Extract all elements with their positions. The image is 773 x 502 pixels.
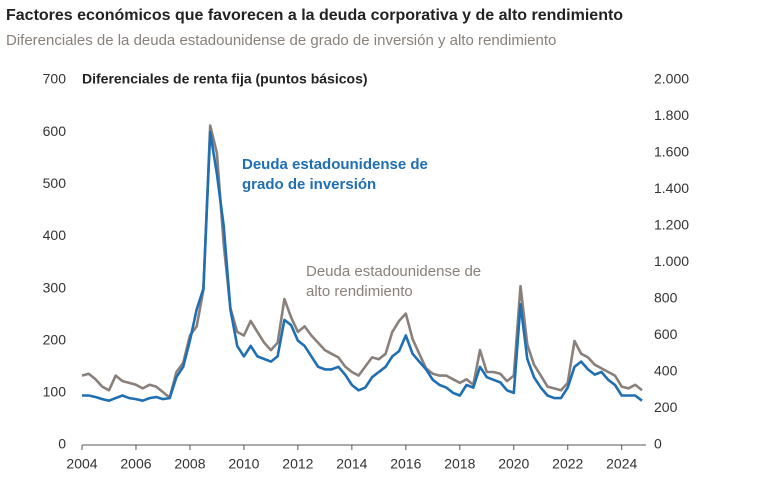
- series-label: Deuda estadounidense de alto rendimiento: [306, 263, 482, 300]
- x-tick-label: 2004: [66, 456, 97, 472]
- series-line: [81, 124, 643, 399]
- y-tick-label: 400: [43, 227, 67, 243]
- series-line: [82, 130, 643, 402]
- y-tick-label: 300: [43, 279, 67, 295]
- y-tick-label: 100: [43, 384, 67, 400]
- x-tick-label: 2018: [444, 456, 475, 472]
- y2-tick-label: 600: [654, 326, 678, 342]
- y2-tick-label: 1.000: [654, 253, 689, 269]
- x-tick-label: 2020: [498, 456, 529, 472]
- x-tick-label: 2012: [282, 456, 313, 472]
- y2-tick-label: 1.200: [654, 217, 689, 233]
- y2-tick-label: 1.600: [654, 144, 689, 160]
- y2-tick-label: 0: [654, 436, 662, 452]
- y2-tick-label: 800: [654, 290, 678, 306]
- x-tick-label: 2024: [606, 456, 637, 472]
- y-tick-label: 200: [43, 331, 67, 347]
- x-tick-label: 2008: [174, 456, 205, 472]
- x-tick-label: 2022: [552, 456, 583, 472]
- y2-tick-label: 200: [654, 399, 678, 415]
- chart-subtitle: Diferenciales de la deuda estadounidense…: [6, 32, 556, 49]
- series-label: Deuda estadounidense de grado de inversi…: [242, 156, 428, 193]
- x-tick-label: 2010: [228, 456, 259, 472]
- y-tick-label: 700: [43, 71, 67, 87]
- x-tick-label: 2006: [120, 456, 151, 472]
- y2-tick-label: 2.000: [654, 71, 689, 87]
- x-tick-label: 2016: [390, 456, 421, 472]
- chart-title: Factores económicos que favorecen a la d…: [6, 7, 623, 24]
- y2-tick-label: 1.800: [654, 107, 689, 123]
- y-tick-label: 600: [43, 123, 67, 139]
- y2-tick-label: 400: [654, 363, 678, 379]
- y-axis-label: Diferenciales de renta fija (puntos bási…: [82, 71, 368, 87]
- y-tick-label: 500: [43, 175, 67, 191]
- y-tick-label: 0: [58, 436, 66, 452]
- y2-tick-label: 1.400: [654, 180, 689, 196]
- x-tick-label: 2014: [336, 456, 367, 472]
